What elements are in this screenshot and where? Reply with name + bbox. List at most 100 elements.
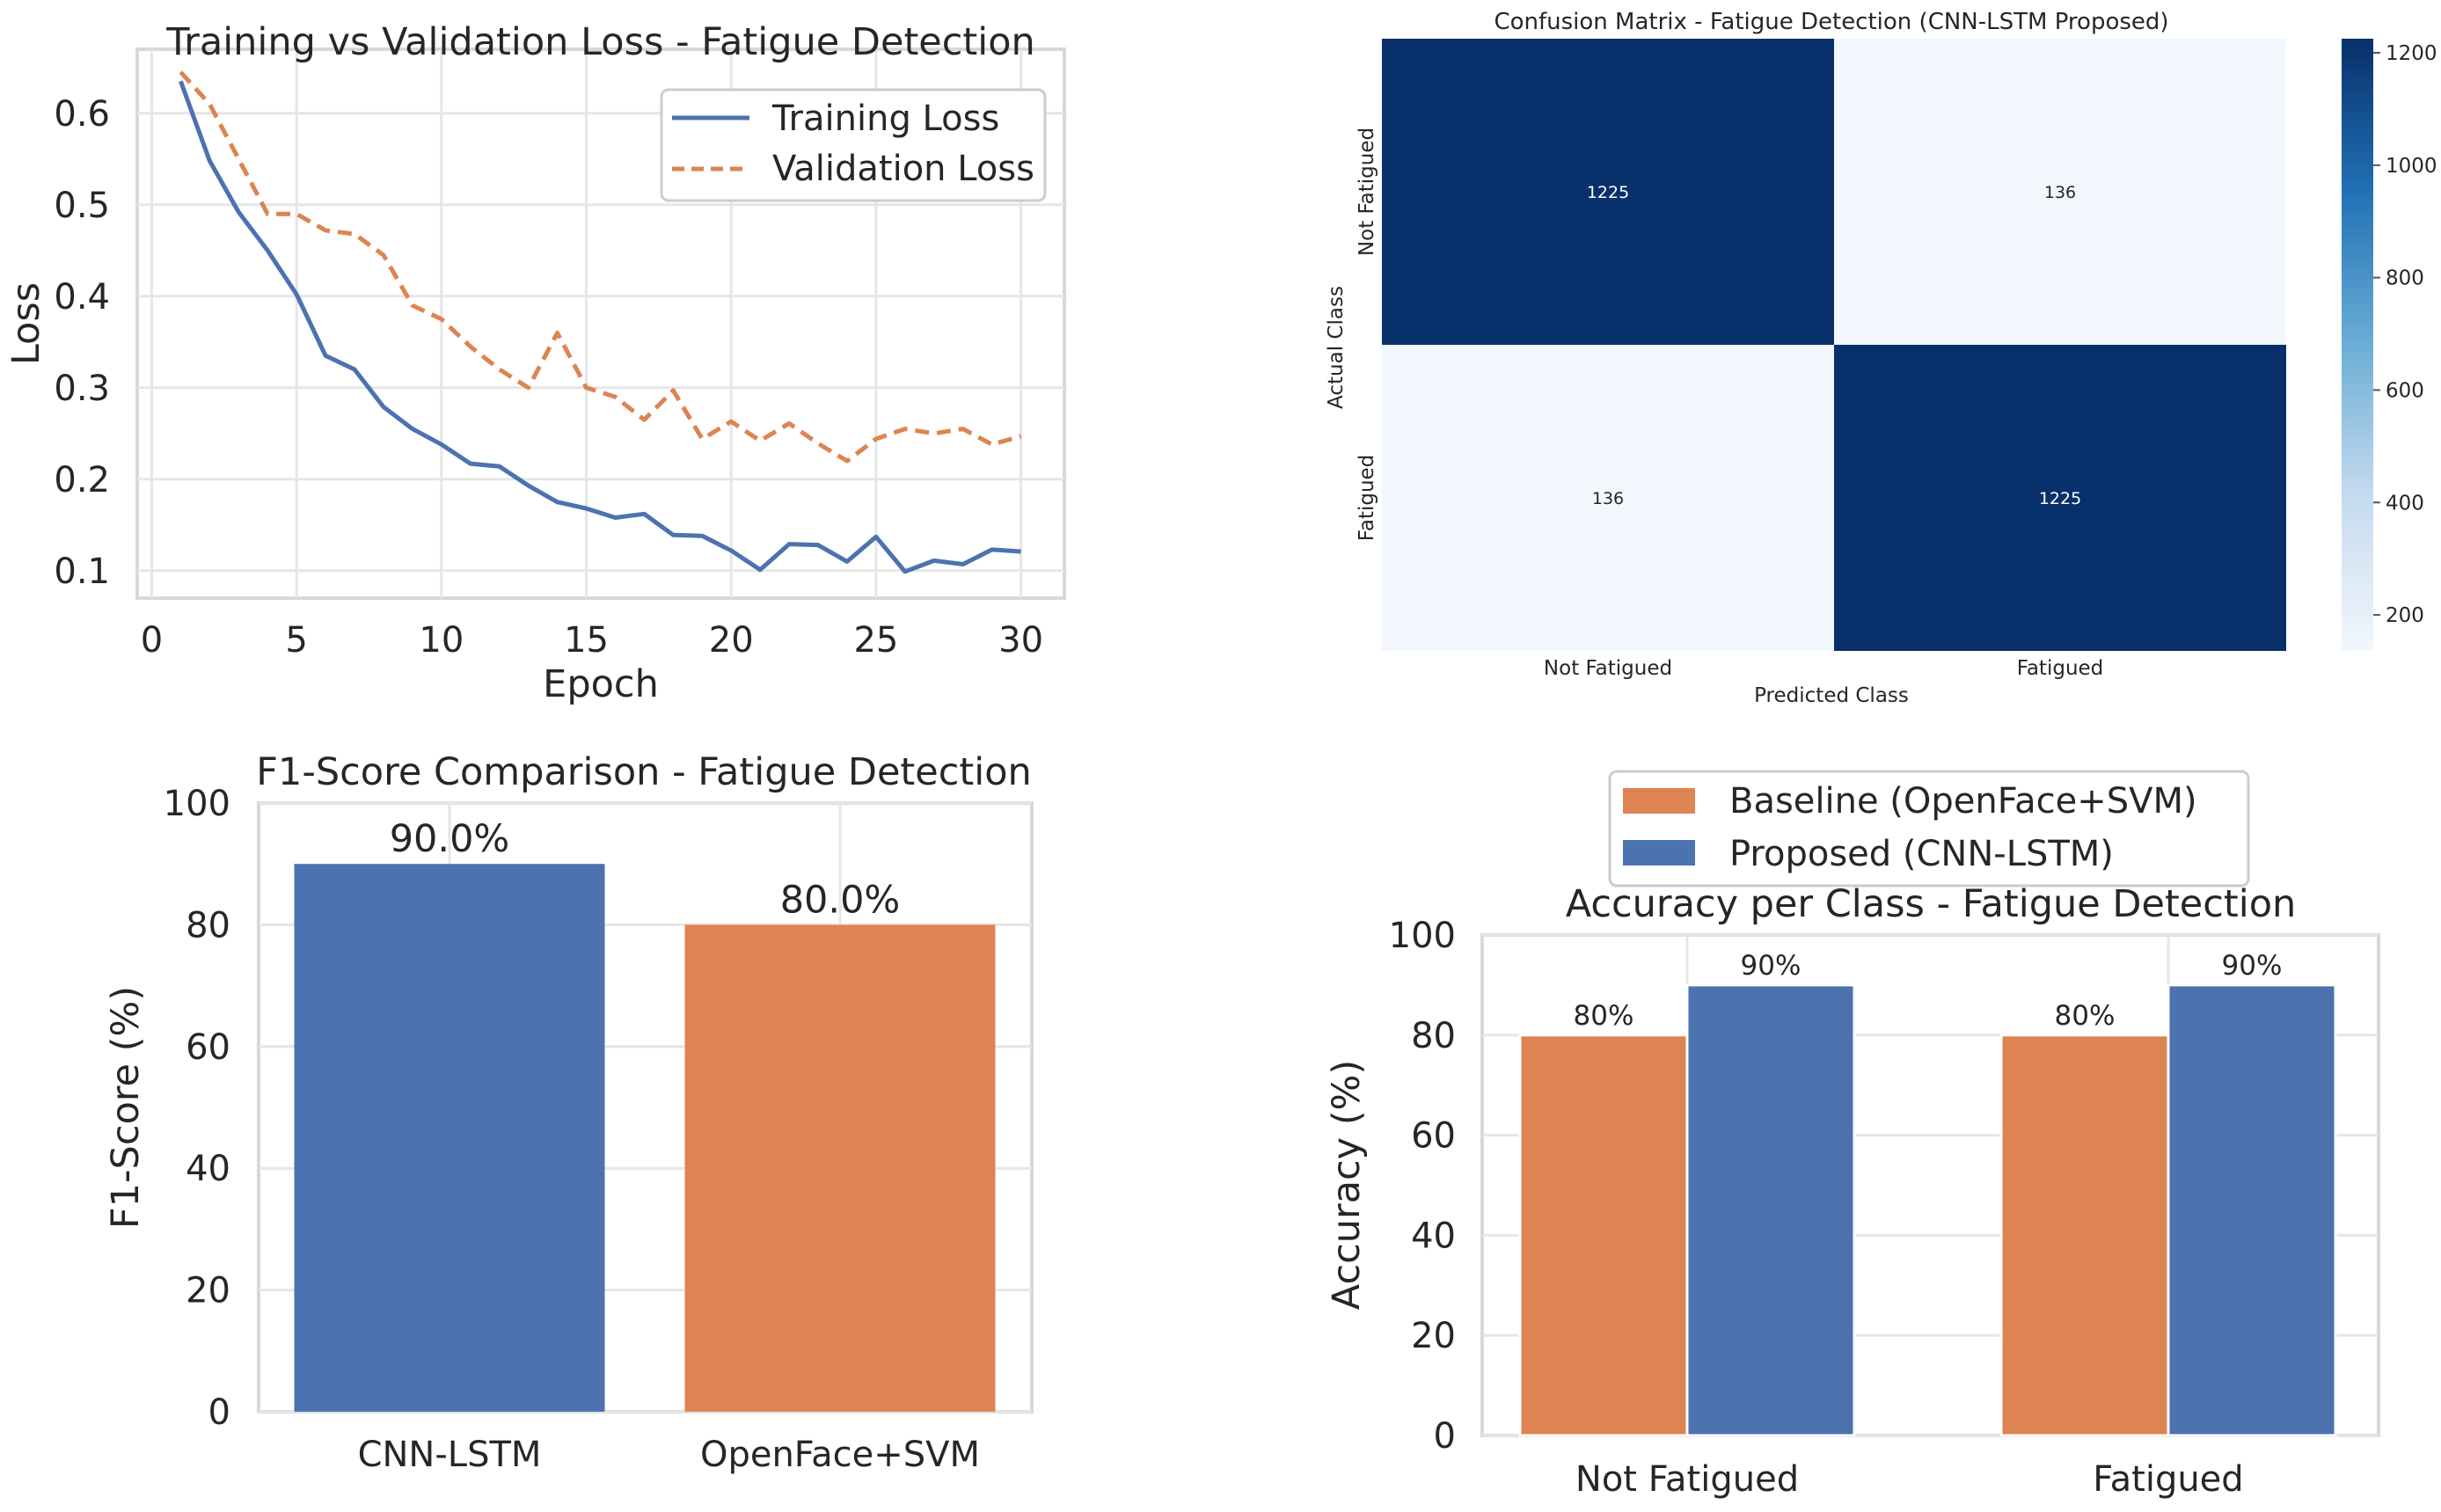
f1-y-tick-label: 60: [186, 1027, 230, 1068]
loss-x-tick-label: 25: [853, 620, 898, 661]
loss-x-tick-label: 20: [709, 620, 754, 661]
accuracy-x-ticks: Not Fatigued Fatigued: [1575, 1459, 2244, 1500]
f1-y-tick-label: 20: [186, 1271, 230, 1311]
legend-swatch-proposed: [1623, 840, 1695, 866]
loss-series: [179, 70, 1022, 574]
accuracy-y-tick-label: 80: [1411, 1016, 1456, 1056]
accuracy-y-tick-label: 40: [1411, 1216, 1456, 1256]
cm-y-tick-label: Fatigued: [1356, 455, 1378, 542]
loss-y-tick-label: 0.4: [54, 277, 110, 318]
legend-label-training-loss: Training Loss: [771, 99, 999, 139]
f1-bars: 90.0% 80.0%: [294, 817, 996, 1412]
validation-loss-line: [179, 70, 1022, 464]
accuracy-y-tick-label: 0: [1434, 1416, 1456, 1457]
cm-colorbar-tick-label: 1000: [2386, 155, 2437, 178]
cm-x-tick-labels: Not Fatigued Fatigued: [1544, 657, 2103, 680]
cm-cell: [1834, 39, 2286, 345]
accuracy-y-ticks: 0 20 40 60 80 100: [1389, 916, 1456, 1457]
f1-x-tick-label: CNN-LSTM: [358, 1435, 542, 1475]
loss-y-tick-label: 0.5: [54, 186, 110, 226]
cm-y-label: Actual Class: [1325, 286, 1348, 409]
cm-cell-label: 136: [2044, 183, 2076, 202]
loss-y-tick-label: 0.1: [54, 551, 110, 592]
f1-y-tick-label: 80: [186, 905, 230, 946]
accuracy-y-tick-label: 20: [1411, 1316, 1456, 1356]
cm-cell: [1382, 345, 1834, 651]
accuracy-y-label: Accuracy (%): [1325, 1060, 1369, 1310]
loss-y-tick-label: 0.2: [54, 460, 110, 500]
loss-x-tick-label: 0: [141, 620, 163, 661]
accuracy-legend-box: [1608, 770, 2250, 887]
accuracy-chart: 80% 80% 90% 90% 0 20 40 60 80 100 Not Fatigued Fa…: [1325, 770, 2380, 1500]
cm-y-tick-labels: Not Fatigued Fatigued: [1356, 128, 1378, 541]
legend-label-proposed: Proposed (CNN-LSTM): [1729, 834, 2114, 874]
loss-legend: Training Loss Validation Loss: [660, 88, 1047, 202]
loss-y-tick-label: 0.3: [54, 369, 110, 409]
cm-cell-label: 1225: [2039, 489, 2081, 508]
cm-colorbar-tick-label: 400: [2386, 492, 2424, 515]
f1-score-chart: 90.0% 80.0% 0 20 40 60 80 100 CNN-LSTM OpenFace…: [104, 750, 1034, 1475]
f1-bar-value-label: 80.0%: [780, 878, 901, 922]
cm-colorbar-tick-label: 800: [2386, 267, 2424, 290]
accuracy-bars: 80% 80% 90% 90%: [1518, 950, 2337, 1437]
loss-x-ticks: 0 5 10 15 20 25 30: [141, 620, 1043, 661]
loss-title: Training vs Validation Loss - Fatigue De…: [165, 20, 1035, 64]
cm-cell-label: 1225: [1587, 183, 1629, 202]
f1-x-tick-label: OpenFace+SVM: [700, 1435, 980, 1475]
f1-y-ticks: 0 20 40 60 80 100: [164, 784, 230, 1433]
legend-label-validation-loss: Validation Loss: [772, 149, 1034, 189]
cm-colorbar-tick-label: 600: [2386, 379, 2424, 402]
cm-cell: [1834, 345, 2286, 651]
loss-x-label: Epoch: [543, 662, 659, 706]
proposed-bar: [1685, 983, 1856, 1437]
cm-title: Confusion Matrix - Fatigue Detection (CN…: [1494, 9, 2168, 35]
cm-x-label: Predicted Class: [1754, 684, 1909, 707]
accuracy-title: Accuracy per Class - Fatigue Detection: [1566, 882, 2297, 926]
f1-y-tick-label: 100: [164, 784, 230, 824]
legend-label-baseline: Baseline (OpenFace+SVM): [1729, 781, 2197, 822]
accuracy-y-tick-label: 100: [1389, 916, 1456, 956]
accuracy-legend: Baseline (OpenFace+SVM) Proposed (CNN-LS…: [1608, 770, 2250, 887]
accuracy-bar-value-label: 90%: [1741, 950, 1802, 982]
cm-x-tick-label: Not Fatigued: [1544, 657, 1672, 680]
proposed-bar: [2167, 983, 2337, 1437]
accuracy-bar-value-label: 80%: [2055, 1000, 2116, 1032]
f1-title: F1-Score Comparison - Fatigue Detection: [256, 750, 1032, 794]
legend-swatch-baseline: [1623, 788, 1695, 814]
loss-y-label: Loss: [4, 282, 48, 365]
loss-y-ticks: 0.1 0.2 0.3 0.4 0.5 0.6: [54, 94, 110, 592]
cm-y-tick-label: Not Fatigued: [1356, 128, 1378, 256]
f1-bar: [294, 864, 605, 1412]
loss-x-tick-label: 10: [419, 620, 464, 661]
accuracy-y-tick-label: 60: [1411, 1116, 1456, 1157]
loss-y-tick-label: 0.6: [54, 94, 110, 135]
confusion-matrix-chart: Confusion Matrix - Fatigue Detection (CN…: [1325, 9, 2437, 707]
accuracy-x-tick-label: Not Fatigued: [1575, 1459, 1799, 1500]
cm-cells: 1225 136 136 1225: [1382, 39, 2286, 651]
accuracy-bar-value-label: 80%: [1574, 1000, 1634, 1032]
f1-bar-value-label: 90.0%: [390, 817, 510, 861]
loss-x-tick-label: 15: [564, 620, 609, 661]
cm-colorbar-tick-label: 1200: [2386, 42, 2437, 65]
cm-colorbar: [2342, 39, 2373, 651]
loss-chart: 0.1 0.2 0.3 0.4 0.5 0.6 0 5 10 15 20 25 30 Training…: [4, 20, 1066, 706]
f1-x-ticks: CNN-LSTM OpenFace+SVM: [358, 1435, 980, 1475]
cm-cell: [1382, 39, 1834, 345]
loss-legend-box: [660, 88, 1047, 202]
cm-cell-label: 136: [1592, 489, 1624, 508]
training-loss-line: [179, 80, 1021, 574]
loss-gridlines: [137, 49, 1064, 598]
cm-x-tick-label: Fatigued: [2017, 657, 2104, 680]
f1-y-tick-label: 0: [208, 1392, 230, 1433]
f1-bar: [684, 924, 996, 1412]
cm-colorbar-ticks: 200 400 600 800 1000 1200: [2373, 42, 2437, 627]
loss-x-tick-label: 5: [285, 620, 307, 661]
baseline-bar: [1518, 1034, 1689, 1437]
accuracy-x-tick-label: Fatigued: [2093, 1459, 2243, 1500]
loss-x-tick-label: 30: [998, 620, 1043, 661]
cm-colorbar-tick-label: 200: [2386, 604, 2424, 627]
f1-y-label: F1-Score (%): [104, 986, 148, 1229]
accuracy-bar-value-label: 90%: [2222, 950, 2283, 982]
baseline-bar: [1999, 1034, 2170, 1437]
